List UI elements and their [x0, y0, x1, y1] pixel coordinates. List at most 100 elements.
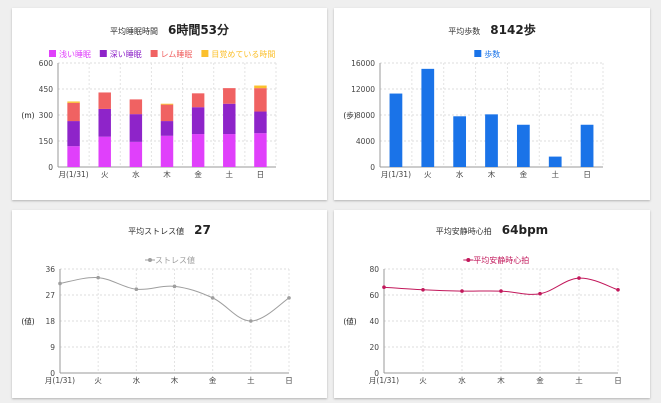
steps-label: 平均歩数: [448, 27, 481, 36]
legend-marker: [148, 258, 152, 262]
bar-segment: [129, 114, 143, 142]
bar-segment: [98, 108, 111, 137]
legend-marker: [49, 50, 56, 57]
bar-segment: [223, 103, 236, 135]
stress-card: 平均ストレス値 27 0 9 18 27 36 月(1/31) 火 水 木 金 土 日 (値) ストレス値: [12, 210, 327, 398]
y-axis-label: (値): [21, 316, 34, 326]
bar-segment: [254, 85, 267, 89]
legend-item: 歩数: [484, 49, 500, 59]
x-tick-label: 土: [575, 375, 583, 385]
bar-segment: [67, 101, 80, 103]
bar-segment: [516, 124, 530, 167]
x-tick-label: 水: [132, 169, 140, 179]
y-tick-label: 0: [48, 163, 53, 172]
bar-segment: [389, 93, 403, 167]
data-point: [382, 285, 386, 289]
y-tick-label: 20: [369, 343, 379, 352]
bar-segment: [191, 93, 205, 108]
y-tick-label: 4000: [356, 137, 375, 146]
bar-segment: [160, 135, 174, 167]
y-tick-label: 150: [39, 137, 54, 146]
legend-marker: [201, 50, 209, 57]
data-point: [499, 289, 503, 293]
bar-segment: [129, 99, 143, 115]
data-point: [58, 281, 62, 286]
y-tick-label: 300: [39, 111, 54, 120]
x-tick-label: 日: [583, 170, 591, 179]
y-tick-label: 36: [45, 265, 55, 274]
x-tick-label: 木: [488, 169, 496, 179]
x-tick-label: 金: [536, 375, 544, 385]
stress-label: 平均ストレス値: [128, 227, 185, 236]
data-point: [96, 275, 100, 280]
sleep-chart: 0 150 300 450 600 月(1/31) 火 水 木 金 土 日 (m) 浅い睡眠 深い睡眠 レム睡…: [21, 49, 277, 179]
steps-chart: 0 4000 8000 12000 16000 月(1/31) 火 水 木 金 土 日 (歩) 歩数: [343, 49, 604, 179]
y-tick-label: 60: [369, 291, 379, 300]
x-tick-label: 木: [171, 375, 179, 385]
legend-item: ストレス値: [155, 255, 195, 265]
bar-segment: [67, 102, 80, 122]
data-point: [287, 296, 291, 300]
y-tick-label: 16000: [351, 59, 375, 68]
bar-segment: [421, 68, 435, 167]
legend-marker: [150, 50, 158, 57]
bar-segment: [580, 124, 594, 167]
data-point: [172, 284, 177, 289]
y-tick-label: 0: [374, 369, 379, 378]
x-tick-label: 月(1/31): [381, 170, 411, 179]
x-tick-label: 水: [458, 375, 466, 385]
heart-rate-title: 平均安静時心拍 64bpm: [334, 223, 650, 237]
sleep-label: 平均睡眠時間: [109, 27, 158, 36]
x-tick-label: 木: [163, 169, 171, 179]
legend-item: 深い睡眠: [110, 50, 142, 59]
legend-item: 目覚めている時間: [211, 49, 275, 59]
bar-segment: [548, 156, 562, 167]
bar-segment: [223, 134, 236, 167]
bar-segment: [191, 107, 205, 135]
bar-segment: [191, 134, 205, 167]
y-tick-label: 18: [45, 317, 55, 326]
bar-segment: [254, 111, 267, 134]
x-tick-label: 日: [614, 376, 622, 385]
stress-title: 平均ストレス値 27: [12, 223, 327, 237]
x-tick-label: 金: [194, 169, 202, 179]
heart-rate-value: 64bpm: [501, 223, 549, 237]
data-point: [616, 288, 620, 292]
sleep-value: 6時間53分: [167, 23, 230, 37]
x-tick-label: 火: [424, 170, 432, 179]
x-tick-label: 水: [456, 169, 464, 179]
bar-segment: [453, 116, 467, 167]
y-axis-label: (歩): [343, 110, 356, 120]
heart-rate-card: 平均安静時心拍 64bpm 0 20 40 60 80 月(1/31) 火 水 木 金 土 日 (値) 平均…: [334, 210, 650, 398]
y-tick-label: 0: [370, 163, 375, 172]
legend-item: 平均安静時心拍: [473, 255, 529, 265]
data-point: [577, 276, 581, 280]
bar-segment: [160, 103, 174, 105]
bar-segment: [98, 92, 111, 109]
y-tick-label: 9: [50, 343, 55, 352]
bar-segment: [160, 104, 174, 122]
sleep-card: 平均睡眠時間 6時間53分 0 150 300 450 600 月(1/31) 火 水 木 金 土 日 (…: [12, 8, 327, 200]
x-tick-label: 火: [94, 376, 102, 385]
legend-marker: [474, 50, 482, 57]
data-point: [421, 288, 425, 292]
bar-segment: [67, 146, 80, 167]
bar-segment: [254, 88, 267, 112]
steps-card: 平均歩数 8142歩 0 4000 8000 12000 16000 月(1/31) 火 水 木 金…: [334, 8, 650, 200]
bar-segment: [254, 133, 267, 167]
x-tick-label: 木: [497, 375, 505, 385]
y-tick-label: 600: [39, 59, 54, 68]
x-tick-label: 月(1/31): [369, 376, 399, 385]
bar-segment: [485, 114, 498, 167]
bar-segment: [67, 121, 80, 147]
y-tick-label: 27: [45, 291, 55, 300]
legend-marker: [99, 50, 107, 57]
y-tick-label: 12000: [351, 85, 375, 94]
y-tick-label: 40: [369, 317, 379, 326]
x-tick-label: 日: [257, 170, 265, 179]
steps-title: 平均歩数 8142歩: [334, 21, 650, 38]
y-tick-label: 80: [369, 265, 379, 274]
data-point: [134, 287, 139, 292]
y-axis-label: (値): [343, 316, 356, 326]
x-tick-label: 金: [520, 169, 528, 179]
